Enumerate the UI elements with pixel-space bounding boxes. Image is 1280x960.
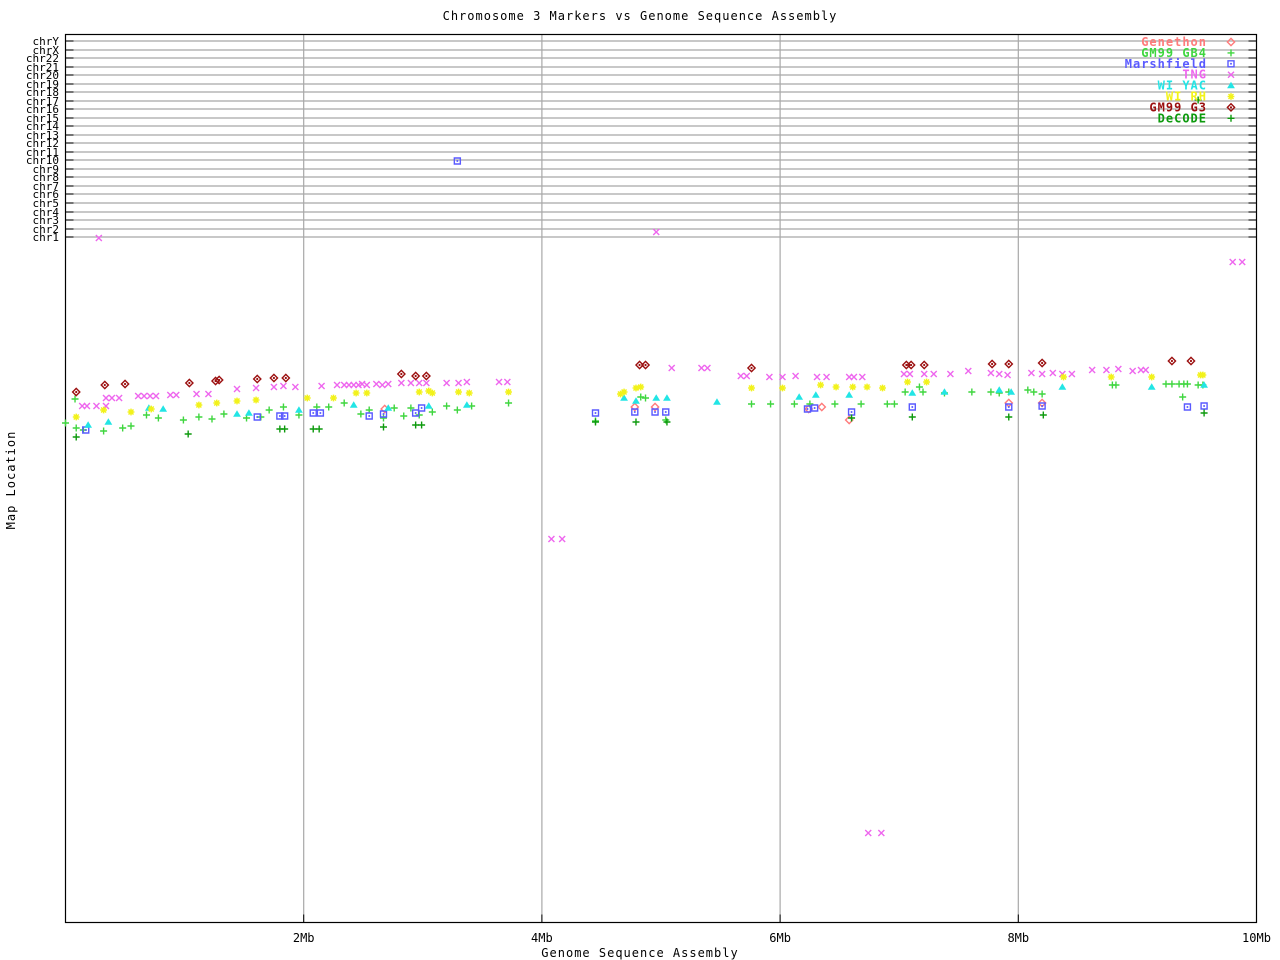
chrom-label-chr15: chr15: [26, 112, 59, 125]
legend-label-wi-rh: WI RH: [1166, 90, 1207, 104]
legend-label-gm99-g3: GM99 G3: [1149, 100, 1207, 114]
legend-label-marshfield: Marshfield: [1125, 57, 1207, 71]
chrom-label-chr20: chr20: [26, 69, 59, 82]
chrom-label-chr16: chr16: [26, 103, 59, 116]
legend-marker-marshfield-icon: [1227, 60, 1235, 68]
grid: 2Mb 4Mb 6Mb 8Mb 10Mb: [293, 34, 1271, 945]
legend-marker-wi-rh-icon: [1227, 93, 1235, 100]
legend-label-gm99-gb4: GM99 GB4: [1141, 46, 1207, 60]
chrom-label-chr4: chr4: [33, 206, 60, 219]
x-tick-label: 10Mb: [1242, 931, 1271, 945]
chrom-label-chr8: chr8: [33, 171, 60, 184]
series-wi-yac: [84, 381, 1208, 428]
x-tick-label: 8Mb: [1007, 931, 1029, 945]
chrom-label-chr5: chr5: [33, 197, 60, 210]
chrom-label-chrX: chrX: [33, 44, 60, 57]
chrom-label-chr11: chr11: [26, 146, 59, 159]
chrom-label-chrY: chrY: [33, 35, 60, 48]
x-tick-label: 4Mb: [531, 931, 553, 945]
series-gm99-g3: [71, 356, 1196, 397]
series-tng: [78, 228, 1246, 837]
chrom-label-chr22: chr22: [26, 52, 59, 65]
chrom-label-chr6: chr6: [33, 188, 60, 201]
chrom-label-chr14: chr14: [26, 120, 59, 133]
x-tick-label: 2Mb: [293, 931, 315, 945]
chrom-label-chr12: chr12: [26, 137, 59, 150]
legend-marker-genethon-icon: [1226, 37, 1236, 47]
chrom-label-chr3: chr3: [33, 214, 60, 227]
chrom-label-chr10: chr10: [26, 154, 59, 167]
chrom-label-chr9: chr9: [33, 163, 60, 176]
chrom-label-chr17: chr17: [26, 95, 59, 108]
x-tick-label: 6Mb: [769, 931, 791, 945]
legend-label-decode: DeCODE: [1158, 111, 1207, 125]
chromosome-lines: chrYchrXchr22chr21chr20chr19chr18chr17ch…: [26, 35, 1257, 244]
chrom-label-chr2: chr2: [33, 223, 60, 236]
chrom-label-chr1: chr1: [33, 231, 60, 244]
legend-label-tng: TNG: [1182, 68, 1207, 82]
series-marshfield: [82, 157, 1208, 434]
chrom-label-chr7: chr7: [33, 180, 60, 193]
legend-marker-gm99-g3-icon: [1226, 102, 1236, 112]
legend-marker-decode-icon: [1227, 114, 1235, 122]
x-axis-label: Genome Sequence Assembly: [541, 946, 739, 960]
legend-marker-gm99-gb4-icon: [1227, 49, 1235, 57]
chrom-label-chr19: chr19: [26, 78, 59, 91]
legend-label-genethon: Genethon: [1141, 35, 1207, 49]
series-wi-rh: [72, 371, 1207, 421]
series-genethon: [380, 398, 1047, 425]
series-decode: [72, 96, 1208, 441]
legend-marker-wi-yac-icon: [1227, 81, 1235, 89]
chrom-label-chr21: chr21: [26, 61, 59, 74]
legend-label-wi-yac: WI YAC: [1158, 79, 1207, 93]
chrom-label-chr18: chr18: [26, 86, 59, 99]
chrom-label-chr13: chr13: [26, 129, 59, 142]
chart-title: Chromosome 3 Markers vs Genome Sequence …: [442, 9, 838, 23]
plot-frame: [64, 33, 1258, 924]
legend-marker-tng-icon: [1227, 71, 1235, 79]
